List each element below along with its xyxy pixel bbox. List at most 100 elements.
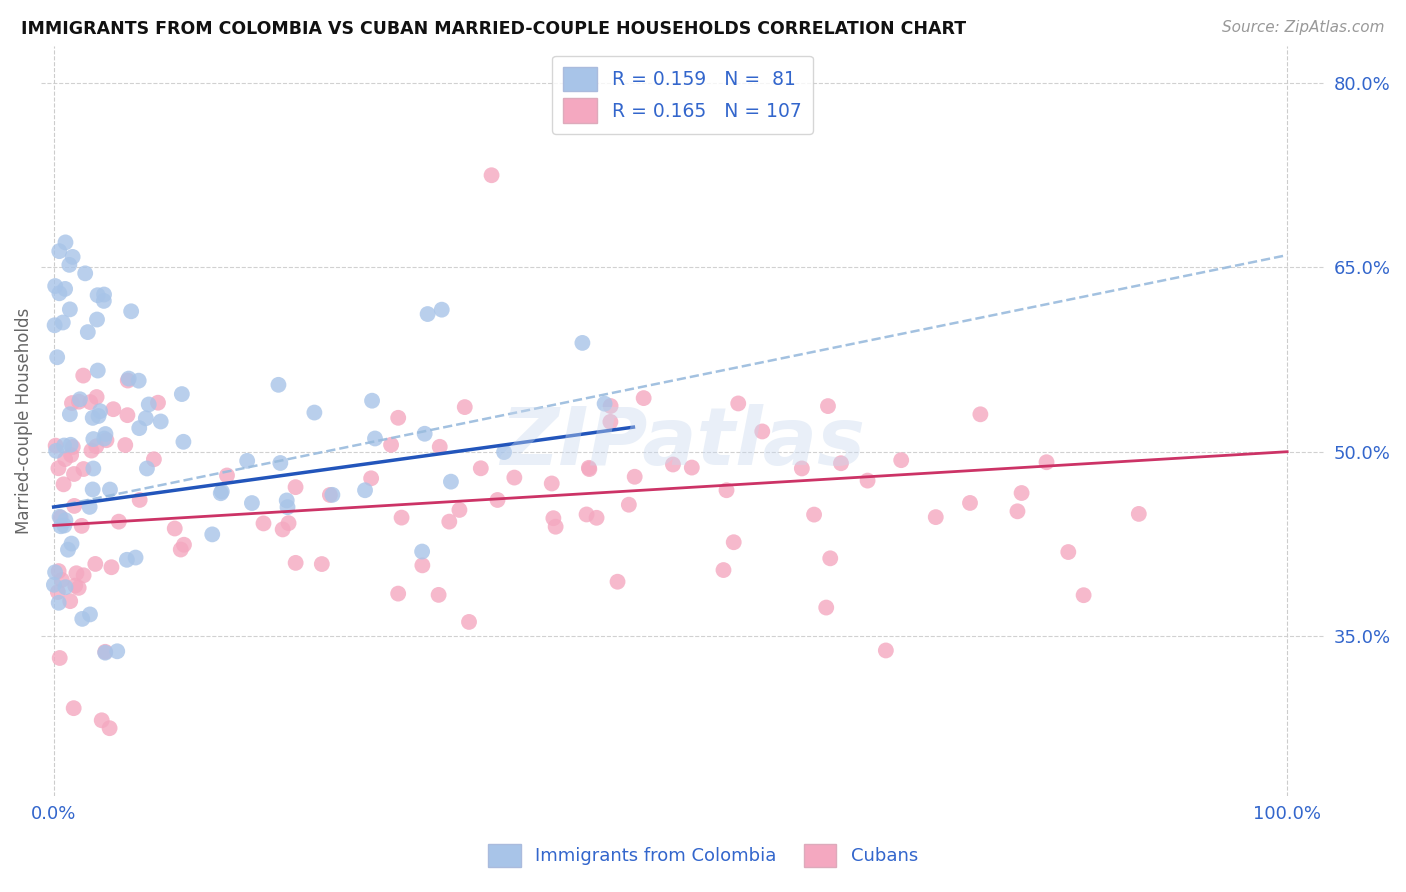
Point bbox=[481, 168, 503, 182]
Point bbox=[413, 426, 436, 441]
Point bbox=[51, 573, 73, 587]
Point bbox=[53, 518, 76, 533]
Point bbox=[267, 377, 290, 392]
Point bbox=[118, 371, 141, 385]
Point bbox=[544, 519, 567, 533]
Point bbox=[458, 615, 481, 629]
Point bbox=[120, 304, 142, 318]
Point bbox=[62, 250, 84, 264]
Point bbox=[503, 470, 526, 484]
Point bbox=[215, 468, 238, 483]
Point bbox=[1035, 455, 1057, 469]
Point bbox=[67, 394, 90, 409]
Point bbox=[284, 556, 307, 570]
Point bbox=[856, 474, 879, 488]
Point bbox=[543, 511, 565, 525]
Text: ZIPatlas: ZIPatlas bbox=[501, 404, 865, 483]
Point bbox=[201, 527, 224, 541]
Point bbox=[681, 460, 703, 475]
Point bbox=[427, 588, 450, 602]
Point bbox=[46, 350, 69, 364]
Point bbox=[209, 486, 232, 500]
Point bbox=[63, 579, 86, 593]
Point bbox=[360, 471, 382, 485]
Point bbox=[354, 483, 377, 498]
Point bbox=[276, 493, 298, 508]
Point bbox=[72, 368, 94, 383]
Point bbox=[42, 578, 65, 592]
Point bbox=[271, 523, 294, 537]
Point bbox=[69, 392, 91, 407]
Point bbox=[751, 425, 773, 439]
Point bbox=[817, 399, 839, 413]
Point bbox=[599, 399, 621, 413]
Point bbox=[470, 461, 492, 475]
Text: Source: ZipAtlas.com: Source: ZipAtlas.com bbox=[1222, 20, 1385, 35]
Point bbox=[172, 434, 194, 449]
Point bbox=[1007, 504, 1029, 518]
Point bbox=[82, 483, 104, 497]
Point bbox=[803, 508, 825, 522]
Point bbox=[45, 443, 67, 458]
Point bbox=[60, 448, 83, 462]
Point bbox=[55, 235, 77, 250]
Point bbox=[593, 397, 616, 411]
Point bbox=[59, 594, 82, 608]
Y-axis label: Married-couple Households: Married-couple Households bbox=[15, 308, 32, 534]
Point bbox=[72, 612, 94, 626]
Point bbox=[55, 513, 77, 527]
Point bbox=[117, 408, 139, 422]
Point bbox=[107, 515, 129, 529]
Point bbox=[53, 452, 76, 467]
Point bbox=[439, 515, 461, 529]
Point bbox=[58, 258, 80, 272]
Legend: R = 0.159   N =  81, R = 0.165   N = 107: R = 0.159 N = 81, R = 0.165 N = 107 bbox=[553, 55, 813, 134]
Point bbox=[486, 493, 509, 508]
Point bbox=[100, 560, 122, 574]
Point bbox=[94, 645, 117, 659]
Point bbox=[93, 432, 115, 446]
Point bbox=[98, 721, 121, 735]
Point bbox=[62, 701, 84, 715]
Point bbox=[46, 585, 69, 599]
Point bbox=[662, 458, 685, 472]
Point bbox=[103, 402, 125, 417]
Point bbox=[72, 462, 94, 476]
Point bbox=[48, 244, 70, 259]
Point bbox=[387, 586, 409, 600]
Point bbox=[87, 409, 110, 423]
Point bbox=[79, 607, 101, 622]
Point bbox=[163, 521, 186, 535]
Point bbox=[44, 279, 66, 293]
Point bbox=[48, 509, 70, 524]
Point bbox=[53, 438, 76, 452]
Point bbox=[142, 452, 165, 467]
Point bbox=[96, 434, 118, 448]
Point bbox=[94, 646, 117, 660]
Point bbox=[440, 475, 463, 489]
Point bbox=[82, 432, 104, 446]
Point bbox=[52, 477, 75, 491]
Point bbox=[449, 503, 471, 517]
Point bbox=[55, 580, 77, 594]
Point bbox=[72, 568, 94, 582]
Point bbox=[93, 287, 115, 301]
Point bbox=[454, 400, 477, 414]
Point bbox=[380, 438, 402, 452]
Point bbox=[1128, 507, 1150, 521]
Point bbox=[44, 318, 66, 333]
Point bbox=[48, 564, 70, 578]
Point bbox=[713, 563, 735, 577]
Point bbox=[117, 374, 139, 388]
Point bbox=[830, 456, 852, 470]
Point bbox=[84, 439, 107, 453]
Point bbox=[211, 484, 233, 499]
Point bbox=[416, 307, 439, 321]
Point bbox=[45, 439, 67, 453]
Point bbox=[60, 536, 83, 550]
Text: IMMIGRANTS FROM COLOMBIA VS CUBAN MARRIED-COUPLE HOUSEHOLDS CORRELATION CHART: IMMIGRANTS FROM COLOMBIA VS CUBAN MARRIE… bbox=[21, 20, 966, 37]
Point bbox=[93, 293, 115, 308]
Point bbox=[48, 596, 70, 610]
Point bbox=[115, 553, 138, 567]
Point bbox=[63, 467, 86, 481]
